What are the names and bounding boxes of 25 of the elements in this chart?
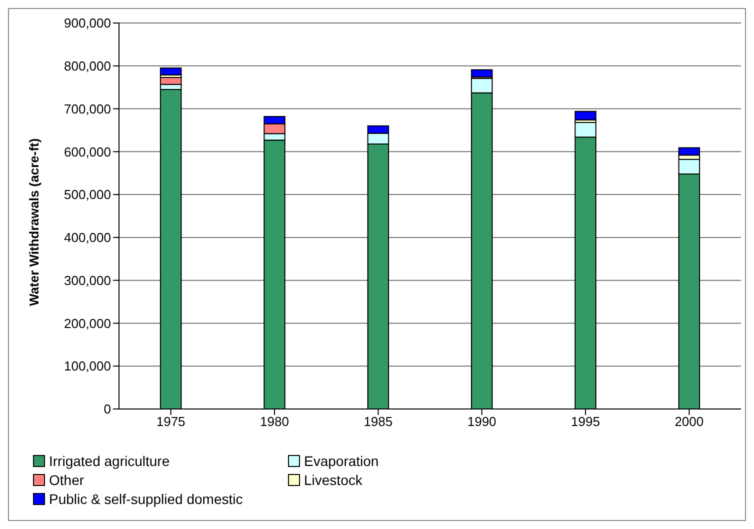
y-tick-label: 700,000 [64,101,111,116]
y-tick-label: 300,000 [64,272,111,288]
y-axis-title: Water Withdrawals (acre-ft) [26,138,42,306]
x-tick-label: 1990 [467,414,496,430]
bar [678,147,700,156]
y-tick-label: 900,000 [64,16,111,31]
x-tick-label: 1995 [571,414,600,430]
bar [574,110,596,120]
x-tick-label: 1980 [260,414,289,430]
legend-label: Public & self-supplied domestic [49,491,243,507]
x-tick-label: 1985 [364,414,393,430]
legend-label: Other [49,472,84,488]
x-tick-label: 1975 [156,414,186,430]
y-tick-label: 200,000 [64,316,111,331]
y-tick-label: 600,000 [64,144,111,160]
bar [160,68,182,76]
legend-label: Evaporation [304,453,379,469]
y-tick-label: 100,000 [64,358,111,374]
legend-label: Irrigated agriculture [49,453,170,469]
y-tick-label: 0 [104,402,111,417]
y-tick-label: 500,000 [64,187,111,202]
x-tick-label: 2000 [674,414,704,430]
y-tick-label: 800,000 [64,58,111,74]
y-tick-label: 400,000 [64,230,111,246]
legend-label: Livestock [304,472,362,488]
